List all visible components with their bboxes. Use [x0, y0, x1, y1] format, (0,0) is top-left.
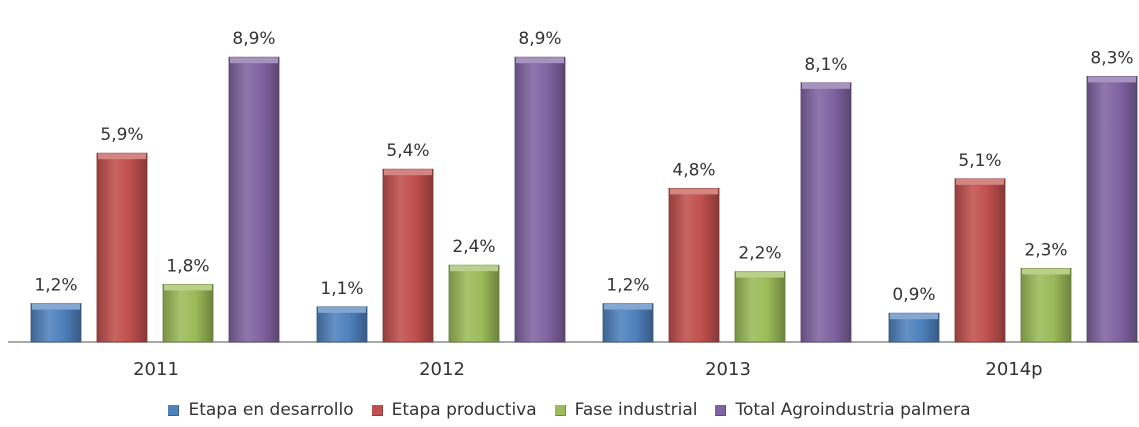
value-labels-group: 1,2% 5,9% 1,8% 8,9% 1,1% 5,4% 2,4% 8,9% 1,2% 4,8%… — [34, 29, 1133, 305]
bar-top-bevel — [1088, 76, 1136, 83]
data-label: 5,9% — [100, 125, 143, 145]
data-label: 1,8% — [166, 256, 209, 276]
data-label: 2,3% — [1024, 240, 1067, 260]
bar — [1086, 76, 1138, 343]
data-label: 2,2% — [738, 244, 781, 264]
legend-label: Total Agroindustria palmera — [735, 400, 971, 420]
bar-top-bevel — [384, 169, 432, 176]
bar — [514, 56, 566, 343]
legend-label: Etapa en desarrollo — [188, 400, 354, 420]
bar-top-bevel — [736, 271, 784, 278]
legend-label: Etapa productiva — [391, 400, 537, 420]
data-label: 1,1% — [320, 279, 363, 299]
bar-top-bevel — [670, 188, 718, 195]
bar-top-bevel — [956, 178, 1004, 185]
x-tick-label: 2011 — [133, 359, 179, 380]
legend-swatch — [715, 404, 727, 416]
bar — [954, 178, 1006, 343]
bar-chart: 1,2% 5,9% 1,8% 8,9% 1,1% 5,4% 2,4% 8,9% 1,2% 4,8%… — [8, 29, 1139, 380]
data-label: 8,3% — [1090, 48, 1133, 68]
bar-top-bevel — [164, 284, 212, 291]
data-label: 5,4% — [386, 141, 429, 161]
legend-label: Fase industrial — [574, 400, 698, 420]
bar-top-bevel — [802, 82, 850, 89]
legend-swatch — [554, 404, 566, 416]
legend-item-fase-industrial: Fase industrial — [554, 400, 698, 420]
bar-top-bevel — [450, 265, 498, 272]
legend-item-etapa-productiva: Etapa productiva — [371, 400, 537, 420]
bar-top-bevel — [32, 303, 80, 310]
x-tick-label: 2014p — [985, 359, 1042, 380]
bar-top-bevel — [604, 303, 652, 310]
data-label: 2,4% — [452, 237, 495, 257]
bar — [96, 152, 148, 343]
bar — [382, 168, 434, 343]
bar — [448, 264, 500, 343]
legend-item-total-agroindustria: Total Agroindustria palmera — [715, 400, 971, 420]
bar-top-bevel — [98, 153, 146, 160]
bars-group — [30, 56, 1138, 343]
bar — [800, 82, 852, 343]
category-labels-group: 2011 2012 2013 2014p — [133, 359, 1043, 380]
legend-swatch — [168, 404, 180, 416]
data-label: 1,2% — [606, 276, 649, 296]
x-tick-label: 2012 — [419, 359, 465, 380]
legend-item-etapa-desarrollo: Etapa en desarrollo — [168, 400, 354, 420]
data-label: 8,9% — [232, 29, 275, 49]
bar-top-bevel — [516, 57, 564, 64]
bar — [162, 283, 214, 343]
bar — [668, 187, 720, 343]
bar-top-bevel — [890, 313, 938, 320]
bar — [734, 271, 786, 343]
legend: Etapa en desarrollo Etapa productiva Fas… — [0, 396, 1139, 424]
bar-top-bevel — [318, 306, 366, 313]
bar-top-bevel — [1022, 268, 1070, 275]
bar — [30, 303, 82, 343]
bar — [228, 56, 280, 343]
data-label: 5,1% — [958, 151, 1001, 171]
data-label: 8,1% — [804, 55, 847, 75]
data-label: 8,9% — [518, 29, 561, 49]
bar-top-bevel — [230, 57, 278, 64]
data-label: 4,8% — [672, 160, 715, 180]
data-label: 0,9% — [892, 285, 935, 305]
data-label: 1,2% — [34, 276, 77, 296]
bar — [1020, 267, 1072, 343]
x-tick-label: 2013 — [705, 359, 751, 380]
legend-swatch — [371, 404, 383, 416]
